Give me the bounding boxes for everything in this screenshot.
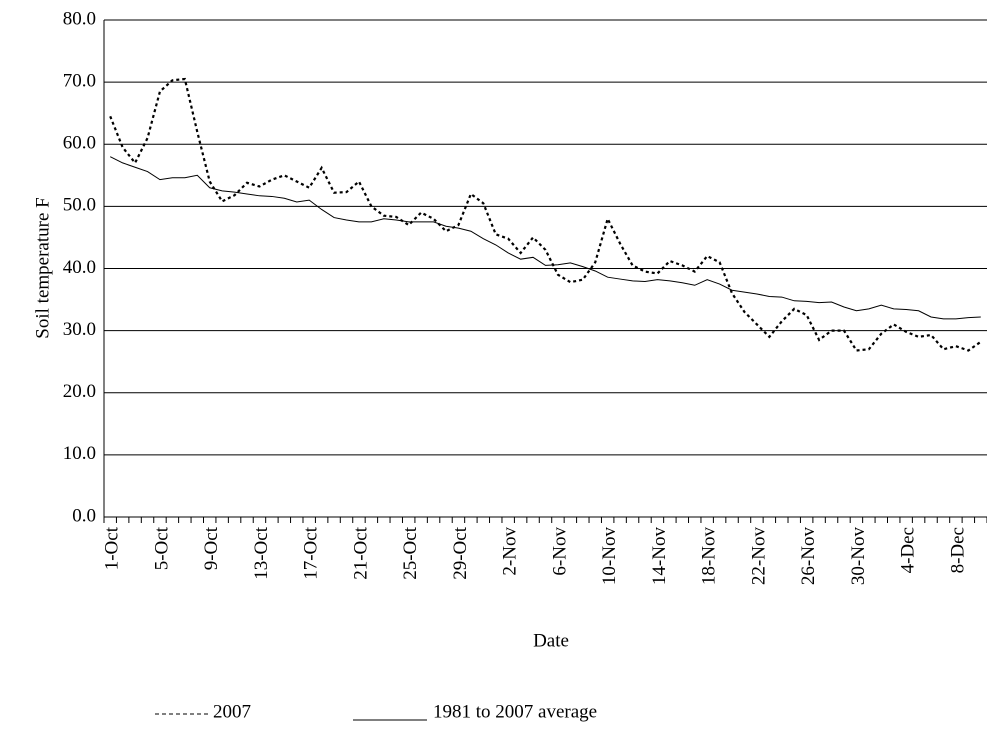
x-tick-label: 10-Nov xyxy=(599,527,620,586)
x-tick-label: 9-Oct xyxy=(201,526,222,570)
x-tick-label: 26-Nov xyxy=(798,527,819,586)
y-axis-label: Soil temperature F xyxy=(32,197,53,338)
y-tick-label: 80.0 xyxy=(63,8,96,29)
y-tick-label: 10.0 xyxy=(63,443,96,464)
x-axis-label: Date xyxy=(533,630,569,651)
y-tick-label: 20.0 xyxy=(63,381,96,402)
x-tick-label: 17-Oct xyxy=(301,526,322,579)
y-tick-label: 50.0 xyxy=(63,195,96,216)
x-tick-label: 13-Oct xyxy=(251,526,272,579)
x-tick-label: 4-Dec xyxy=(898,527,919,573)
x-tick-label: 21-Oct xyxy=(350,526,371,579)
x-tick-label: 2-Nov xyxy=(500,527,521,576)
x-tick-label: 6-Nov xyxy=(549,527,570,576)
x-tick-label: 8-Dec xyxy=(947,527,968,573)
x-tick-label: 30-Nov xyxy=(848,527,869,586)
x-tick-label: 1-Oct xyxy=(102,526,123,570)
x-tick-label: 18-Nov xyxy=(699,527,720,586)
series-line xyxy=(109,156,981,320)
series-line xyxy=(109,77,982,352)
x-tick-label: 14-Nov xyxy=(649,527,670,586)
x-tick-label: 25-Oct xyxy=(400,526,421,579)
x-tick-label: 22-Nov xyxy=(748,527,769,586)
legend-label: 1981 to 2007 average xyxy=(433,701,597,722)
y-tick-label: 60.0 xyxy=(63,133,96,154)
y-tick-label: 70.0 xyxy=(63,70,96,91)
y-tick-label: 0.0 xyxy=(72,505,96,526)
y-tick-label: 30.0 xyxy=(63,319,96,340)
legend-label: 2007 xyxy=(213,701,251,722)
x-tick-label: 29-Oct xyxy=(450,526,471,579)
x-tick-label: 5-Oct xyxy=(151,526,172,570)
y-tick-label: 40.0 xyxy=(63,257,96,278)
